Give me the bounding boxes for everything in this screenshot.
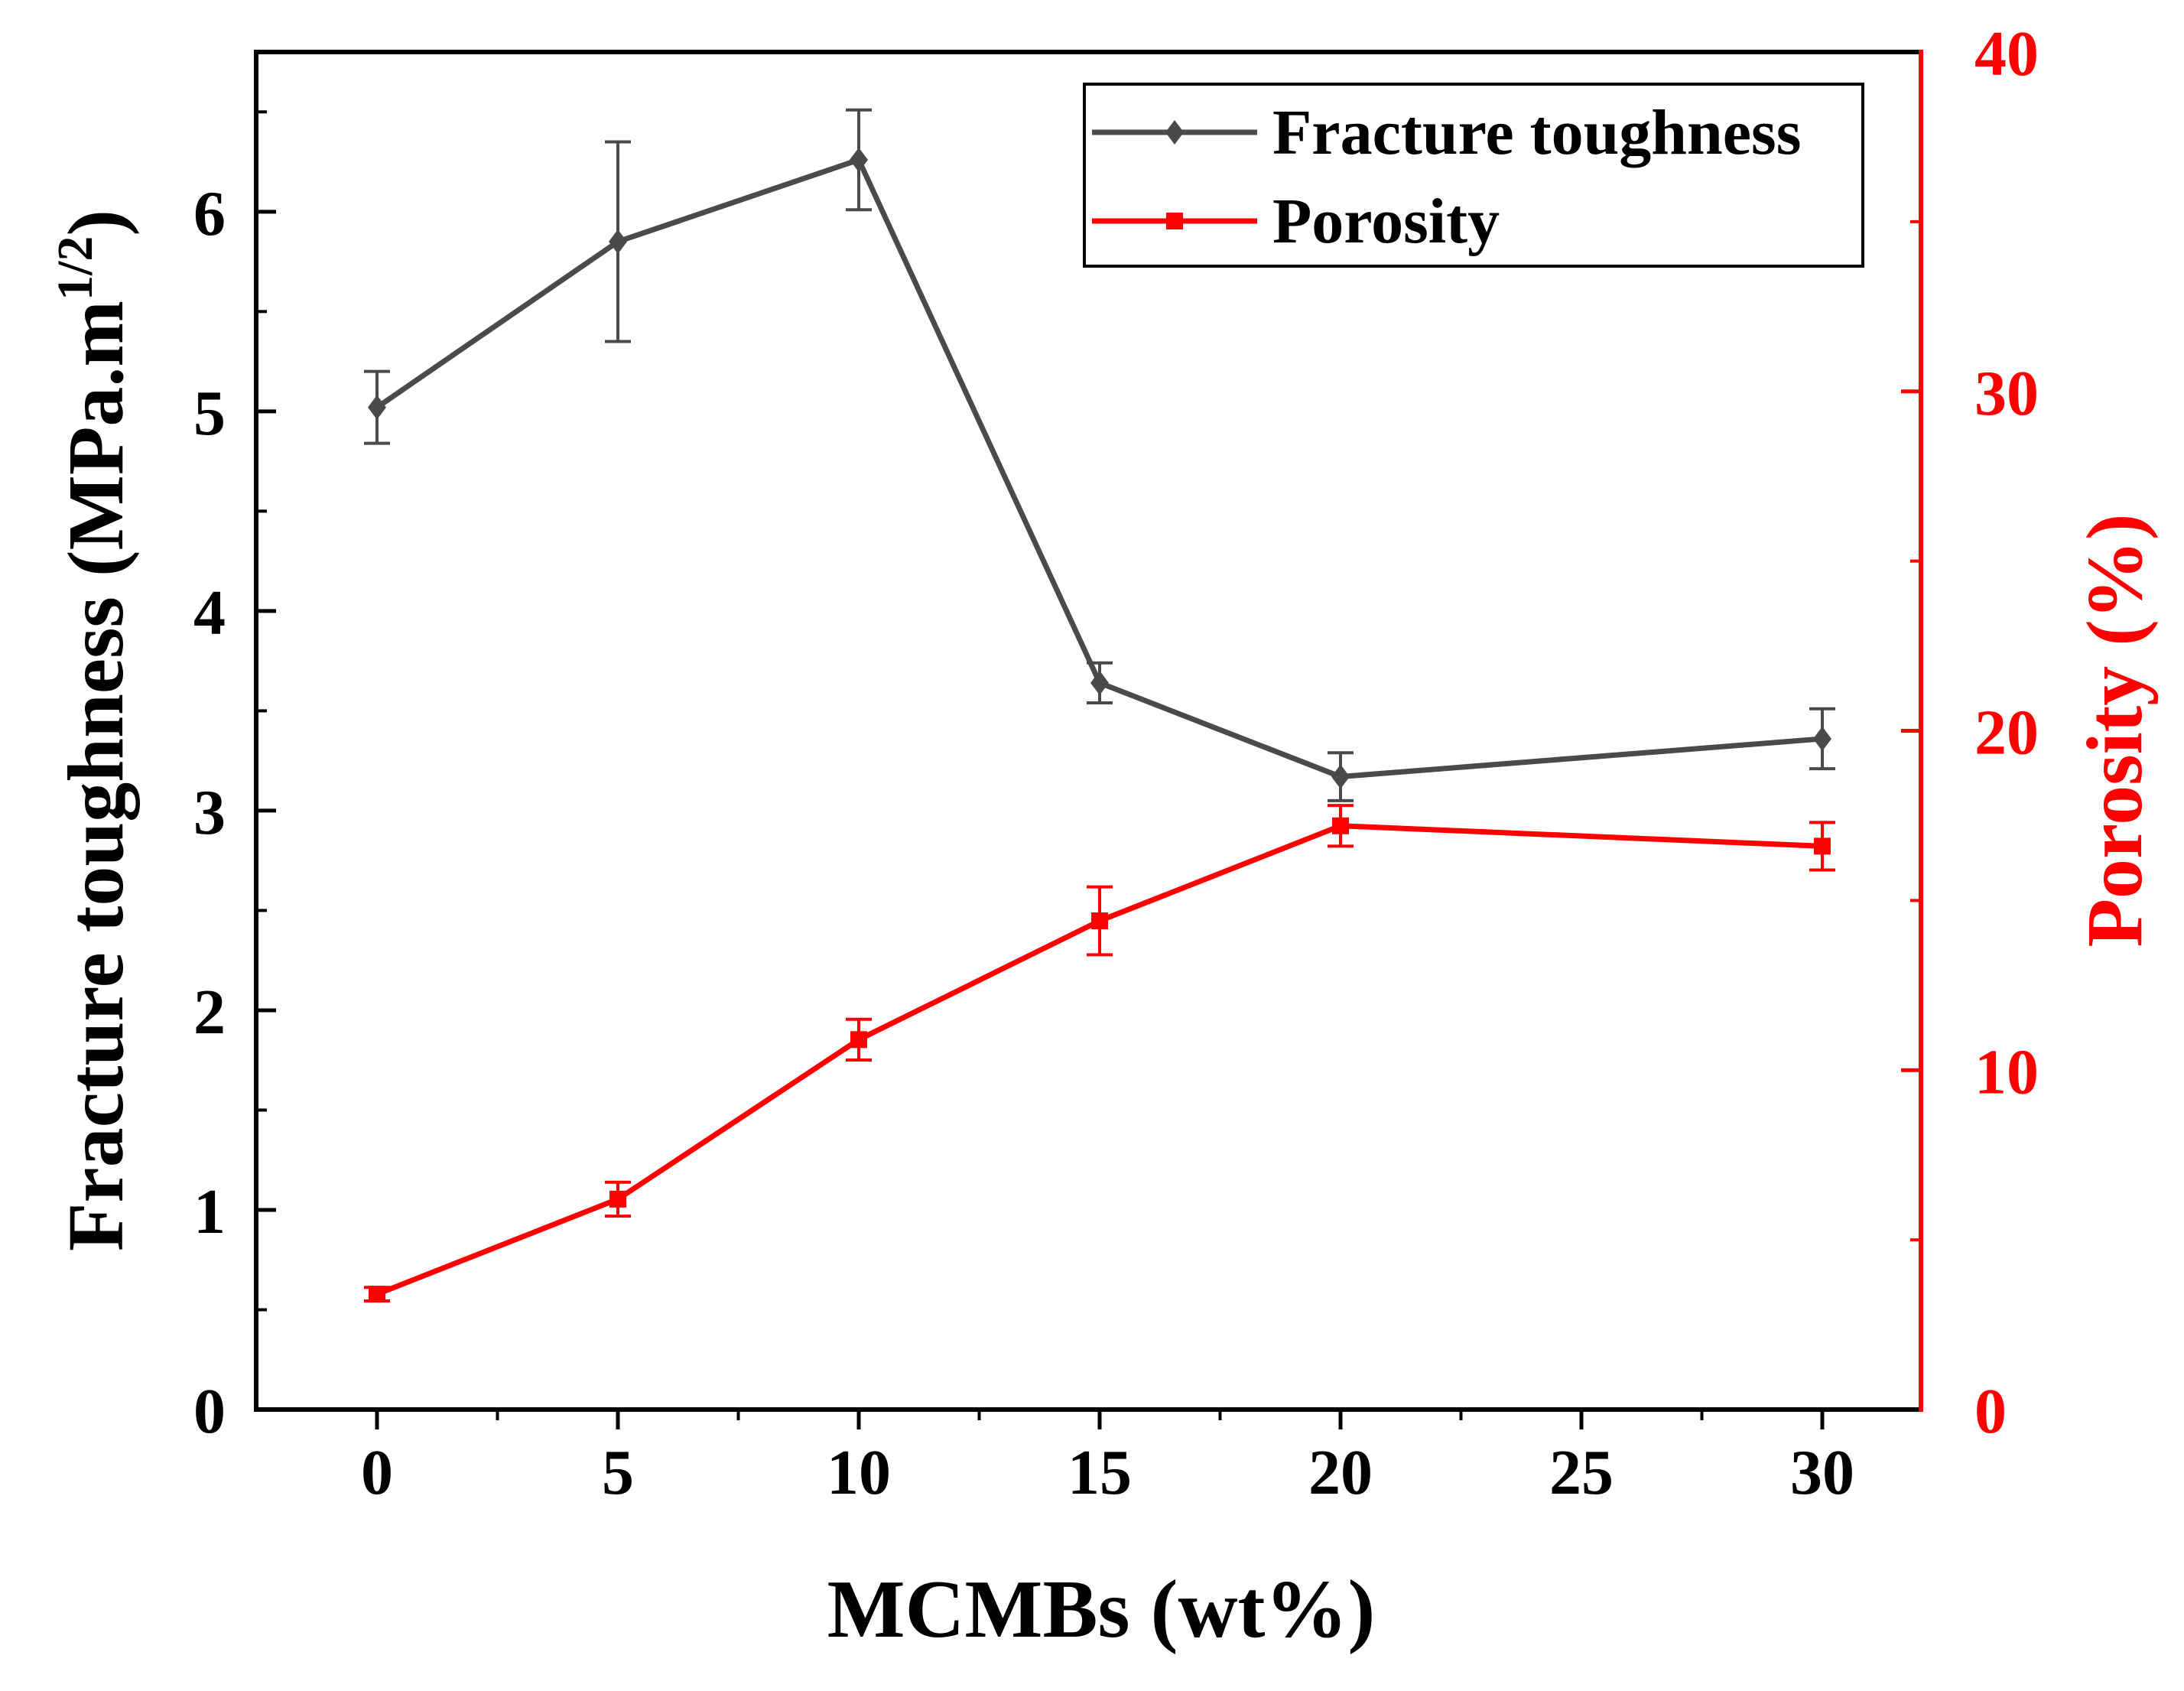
data-point-fracture-toughness-20 <box>1331 764 1350 789</box>
data-point-fracture-toughness-10 <box>850 147 868 172</box>
data-point-fracture-toughness-30 <box>1813 726 1831 751</box>
y-axis-right-title: Porosity (%) <box>2071 513 2159 947</box>
y-left-tick-label-2: 2 <box>193 977 226 1048</box>
legend: Fracture toughness Porosity <box>1083 83 1864 268</box>
legend-label-porosity: Porosity <box>1272 186 1500 257</box>
y-axis-left-title-main: Fracture toughness (MPa.m <box>52 301 140 1251</box>
series-layer <box>364 108 1835 1303</box>
data-point-fracture-toughness-15 <box>1090 670 1109 695</box>
y-axis-left-title-end: ) <box>52 210 140 236</box>
x-tick-label-5: 5 <box>602 1437 634 1508</box>
axes-layer <box>254 50 1923 1412</box>
y-right-tick-label-0: 0 <box>1974 1376 2007 1447</box>
y-right-tick-label-20: 20 <box>1974 698 2039 769</box>
data-point-porosity-15 <box>1091 912 1108 929</box>
legend-marker-fracture-toughness <box>1165 120 1184 145</box>
series-line-fracture-toughness <box>375 157 1823 780</box>
data-point-porosity-20 <box>1332 817 1349 834</box>
x-tick-label-25: 25 <box>1549 1437 1614 1508</box>
x-tick-label-10: 10 <box>827 1437 891 1508</box>
y-right-tick-label-30: 30 <box>1974 358 2039 429</box>
data-point-fracture-toughness-5 <box>609 229 627 254</box>
y-left-tick-label-4: 4 <box>193 577 226 649</box>
tick-labels-layer: 0 5 10 15 20 25 30 0 1 2 3 4 5 6 0 10 20 30 40 <box>193 18 2039 1508</box>
y-left-tick-label-3: 3 <box>193 777 226 848</box>
y-right-tick-label-40: 40 <box>1974 18 2039 89</box>
legend-label-fracture-toughness: Fracture toughness <box>1272 97 1801 168</box>
x-tick-label-0: 0 <box>361 1437 393 1508</box>
data-point-fracture-toughness-0 <box>368 395 386 420</box>
data-point-porosity-30 <box>1814 837 1831 855</box>
series-line-porosity <box>375 823 1823 1297</box>
data-point-porosity-5 <box>609 1190 626 1208</box>
y-right-tick-label-10: 10 <box>1974 1036 2039 1107</box>
x-tick-label-15: 15 <box>1068 1437 1132 1508</box>
data-point-porosity-10 <box>850 1031 867 1049</box>
data-point-porosity-0 <box>369 1286 385 1303</box>
legend-box <box>1083 83 1864 268</box>
y-left-tick-label-5: 5 <box>193 378 226 449</box>
legend-marker-porosity <box>1166 213 1183 229</box>
x-tick-label-30: 30 <box>1790 1437 1854 1508</box>
y-axis-left-title: Fracture toughness (MPa.m1/2) <box>47 210 140 1251</box>
x-axis-title: MCMBs (wt%) <box>827 1564 1376 1655</box>
x-tick-label-20: 20 <box>1308 1437 1373 1508</box>
y-axis-left-title-sup: 1/2 <box>47 236 103 301</box>
y-left-tick-label-6: 6 <box>193 178 226 249</box>
y-left-tick-label-1: 1 <box>193 1176 226 1247</box>
y-left-tick-label-0: 0 <box>193 1376 226 1447</box>
